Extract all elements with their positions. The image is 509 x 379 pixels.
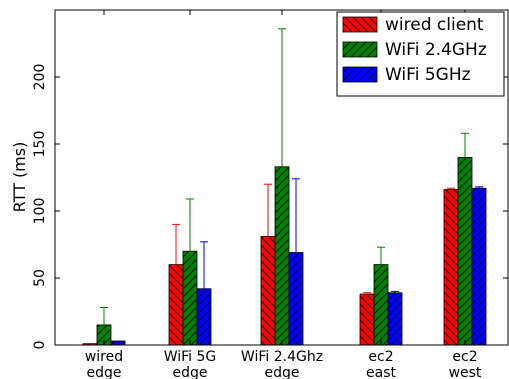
bar-hatch (111, 340, 125, 345)
bar-hatch (444, 189, 458, 345)
bar-hatch (289, 252, 303, 345)
legend-label: WiFi 5GHz (385, 65, 471, 85)
legend-swatch-hatch (343, 42, 377, 57)
bar-hatch (83, 343, 97, 345)
bar-hatch (169, 264, 183, 345)
bar-hatch (261, 236, 275, 345)
y-tick-label: 0 (32, 341, 48, 350)
x-tick-label: east (366, 365, 396, 379)
legend: wired client WiFi 2.4GHz WiFi 5GHz (336, 11, 505, 97)
x-tick-label: edge (173, 365, 208, 379)
y-tick-label: 150 (32, 131, 48, 158)
x-tick-label: edge (87, 365, 122, 379)
y-tick-label: 50 (32, 269, 48, 287)
bar-hatch (275, 166, 289, 345)
legend-label: WiFi 2.4GHz (385, 40, 487, 60)
legend-swatch-hatch (343, 17, 377, 32)
x-tick-label: WiFi 5G (164, 349, 217, 365)
x-tick-label: ec2 (368, 349, 393, 365)
x-tick-label: west (449, 365, 482, 379)
bar-hatch (197, 288, 211, 345)
bar-hatch (458, 157, 472, 345)
bar-hatch (374, 264, 388, 345)
legend-label: wired client (385, 15, 484, 35)
x-tick-label: wired (85, 349, 123, 365)
x-tick-label: ec2 (452, 349, 477, 365)
x-tick-label: edge (265, 365, 300, 379)
x-tick-label: WiFi 2.4Ghz (241, 349, 323, 365)
y-axis-label: RTT (ms) (10, 142, 29, 213)
bar-hatch (388, 292, 402, 345)
y-tick-label: 100 (32, 198, 48, 225)
bar-hatch (183, 251, 197, 345)
bar-hatch (360, 294, 374, 345)
bar-hatch (472, 188, 486, 345)
y-tick-label: 200 (32, 64, 48, 91)
legend-swatch-hatch (343, 67, 377, 82)
bar-hatch (97, 324, 111, 345)
